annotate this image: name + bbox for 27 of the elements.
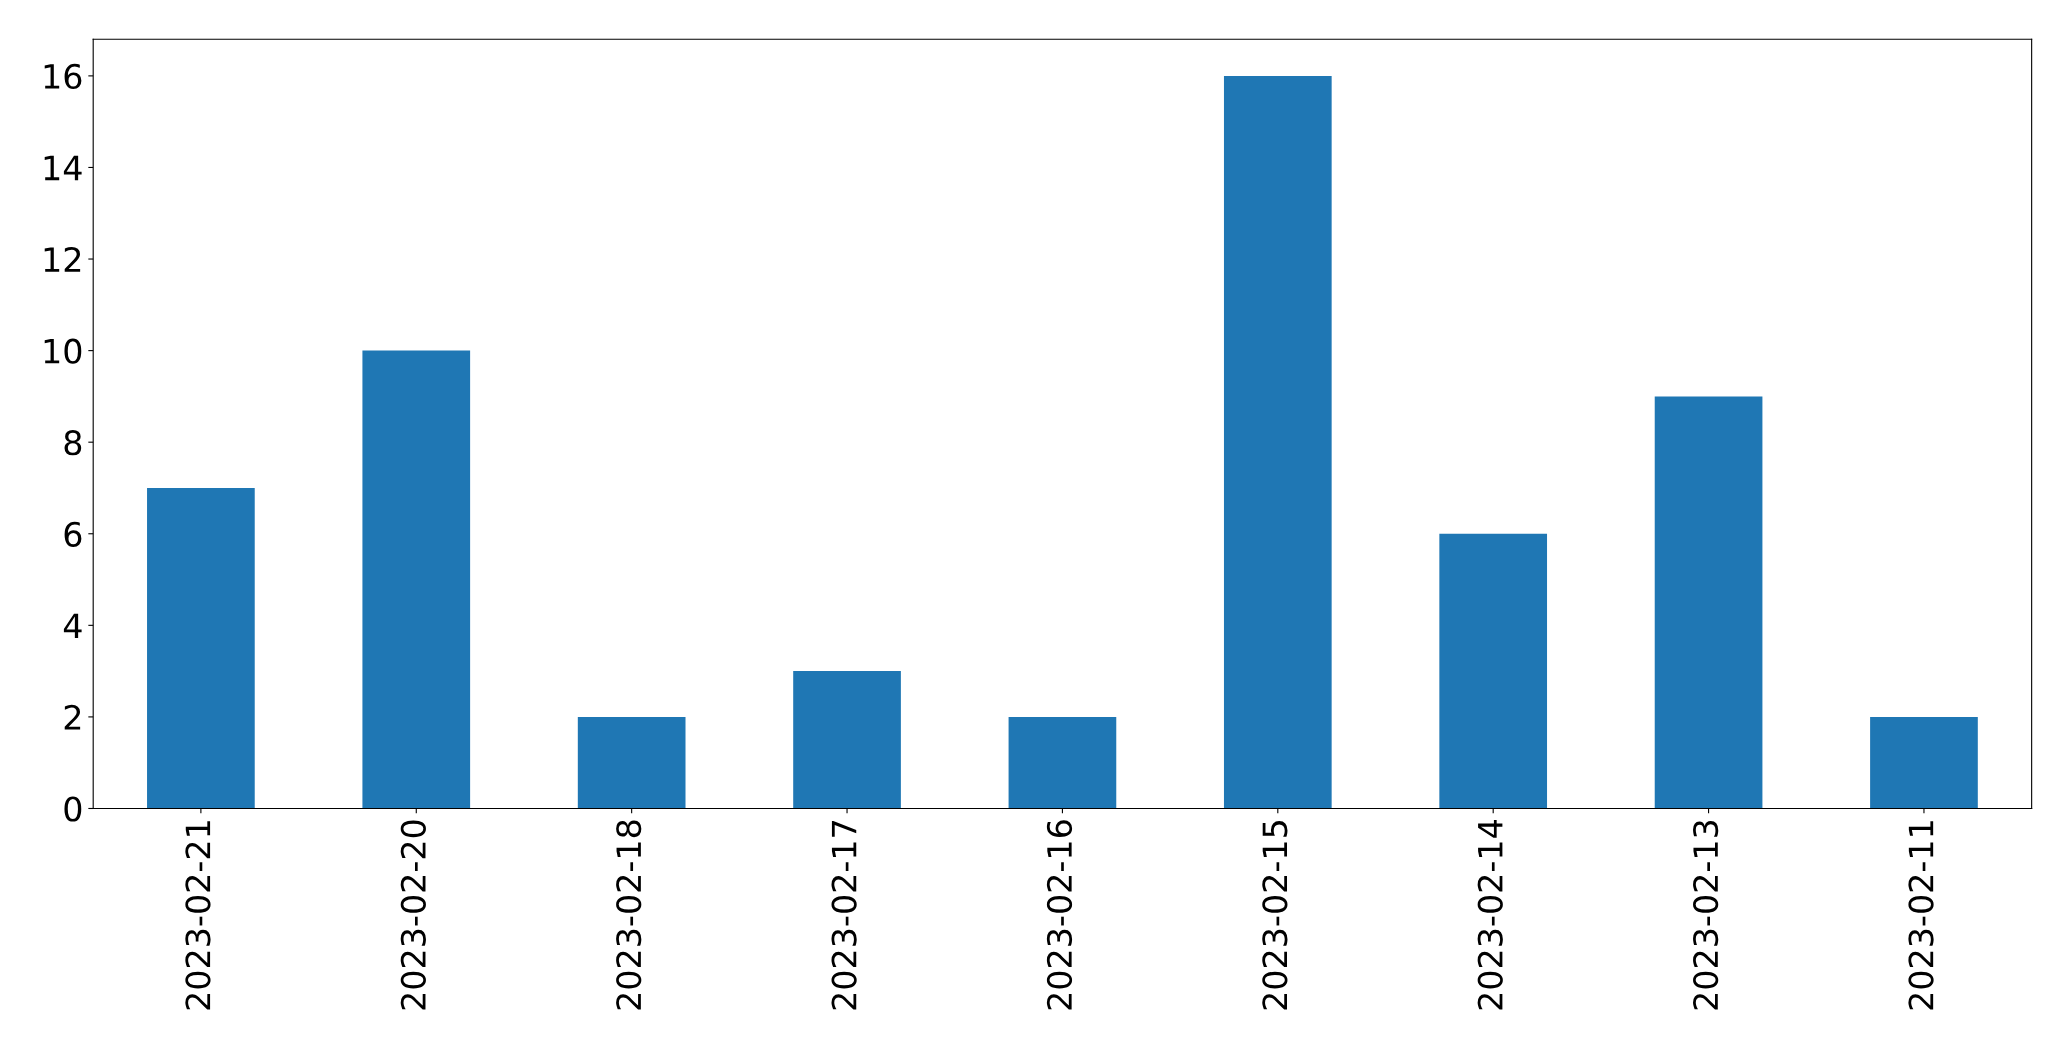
bar [362, 350, 471, 809]
y-tick-label: 4 [63, 613, 82, 638]
x-tick-label: 2023-02-13 [1693, 820, 1719, 1010]
bar [147, 487, 255, 809]
x-tick-label: 2023-02-16 [1046, 820, 1073, 1010]
x-tick-label: 2023-02-15 [1262, 821, 1288, 1010]
x-tick-label: 2023-02-18 [616, 820, 642, 1010]
y-tick-label: 0 [64, 796, 82, 822]
bar [1654, 396, 1763, 809]
y-tick-label: 2 [64, 704, 81, 730]
y-tick-label: 6 [64, 521, 82, 547]
y-tick-label: 8 [64, 430, 82, 456]
x-tick-label: 2023-02-14 [1477, 820, 1503, 1010]
x-tick-label: 2023-02-17 [831, 821, 857, 1010]
x-tick-label: 2023-02-21 [185, 821, 211, 1010]
bar [577, 716, 686, 809]
y-tick-label: 10 [44, 338, 82, 364]
y-tick-label: 12 [44, 246, 81, 272]
bar [793, 671, 901, 809]
bar [1223, 75, 1332, 809]
bar [1008, 716, 1117, 809]
x-tick-label: 2023-02-11 [1908, 821, 1934, 1010]
bar [1870, 716, 1978, 809]
y-tick-label: 16 [44, 63, 82, 90]
y-tick-label: 14 [44, 155, 82, 181]
bar [1439, 533, 1548, 809]
x-tick-label: 2023-02-20 [400, 820, 426, 1010]
